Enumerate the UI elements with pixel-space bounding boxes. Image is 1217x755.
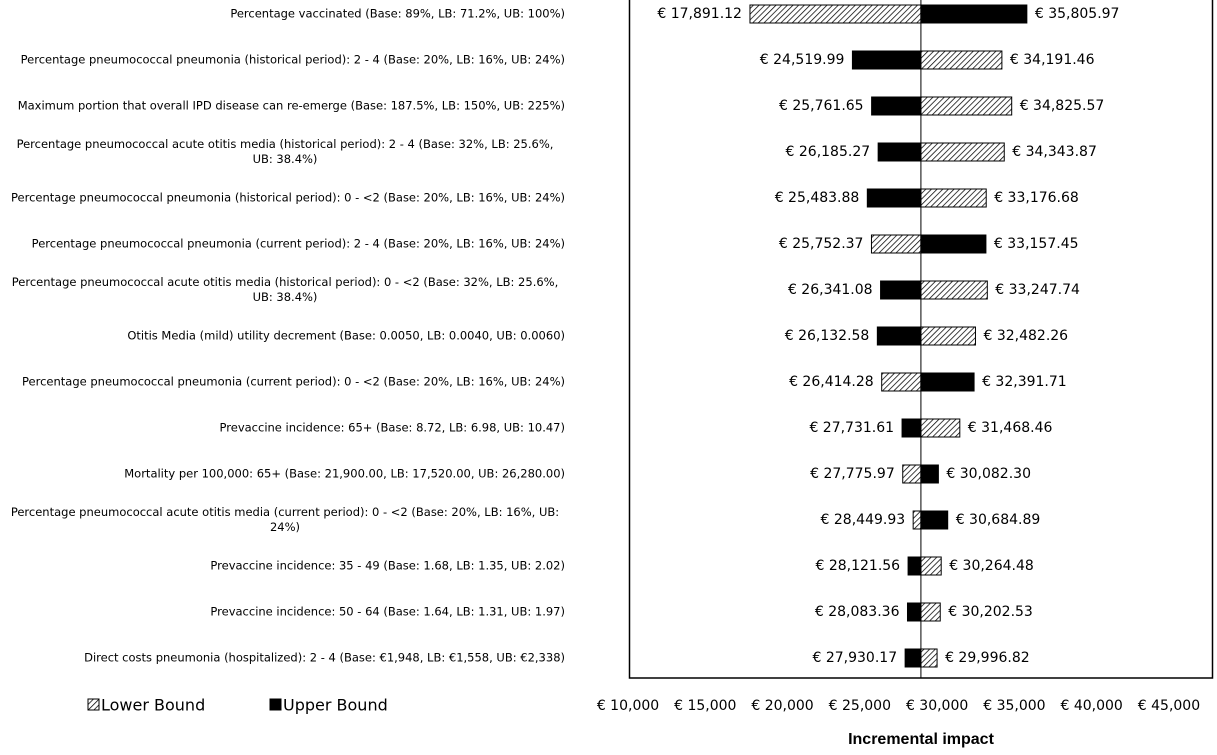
bar bbox=[920, 280, 988, 300]
value-label: € 26,414.28 bbox=[789, 374, 874, 390]
bar bbox=[920, 556, 942, 576]
bar bbox=[920, 510, 949, 530]
bar bbox=[901, 418, 922, 438]
bar bbox=[880, 280, 922, 300]
category-label: Maximum portion that overall IPD disease… bbox=[17, 98, 565, 113]
value-label: € 32,391.71 bbox=[982, 374, 1067, 390]
value-label: € 34,825.57 bbox=[1020, 98, 1105, 114]
value-label: € 25,761.65 bbox=[779, 98, 864, 114]
bar bbox=[920, 142, 1005, 162]
bar bbox=[920, 464, 939, 484]
x-tick-label: € 15,000 bbox=[674, 698, 736, 714]
x-tick-label: € 30,000 bbox=[906, 698, 968, 714]
legend-label: Lower Bound bbox=[101, 696, 205, 715]
x-tick-label: € 35,000 bbox=[983, 698, 1045, 714]
bar bbox=[920, 4, 1028, 24]
bar bbox=[904, 648, 922, 668]
category-label: Percentage pneumococcal acute otitis med… bbox=[16, 137, 554, 166]
value-label: € 28,083.36 bbox=[815, 604, 900, 620]
value-label: € 34,343.87 bbox=[1012, 144, 1097, 160]
bar bbox=[866, 188, 922, 208]
bar bbox=[881, 372, 922, 392]
category-label: Prevaccine incidence: 50 - 64 (Base: 1.6… bbox=[210, 604, 565, 619]
value-label: € 28,449.93 bbox=[821, 512, 906, 528]
bar bbox=[920, 50, 1003, 70]
value-label: € 33,176.68 bbox=[994, 190, 1079, 206]
category-label: Direct costs pneumonia (hospitalized): 2… bbox=[84, 650, 565, 665]
value-label: € 17,891.12 bbox=[657, 6, 742, 22]
bar bbox=[912, 510, 922, 530]
x-tick-label: € 40,000 bbox=[1061, 698, 1123, 714]
value-label: € 30,684.89 bbox=[956, 512, 1041, 528]
category-label: Percentage pneumococcal pneumonia (curre… bbox=[31, 236, 565, 251]
value-label: € 29,996.82 bbox=[945, 650, 1030, 666]
category-label: Percentage pneumococcal acute otitis med… bbox=[10, 505, 560, 534]
value-label: € 26,132.58 bbox=[785, 328, 870, 344]
bar bbox=[920, 234, 987, 254]
category-label: Percentage pneumococcal pneumonia (histo… bbox=[20, 52, 565, 67]
bar bbox=[907, 556, 922, 576]
bar bbox=[920, 326, 976, 346]
bar bbox=[920, 602, 941, 622]
value-label: € 26,185.27 bbox=[786, 144, 871, 160]
value-label: € 30,264.48 bbox=[949, 558, 1034, 574]
value-label: € 27,775.97 bbox=[810, 466, 895, 482]
value-label: € 27,930.17 bbox=[813, 650, 898, 666]
value-label: € 34,191.46 bbox=[1010, 52, 1095, 68]
value-label: € 31,468.46 bbox=[968, 420, 1053, 436]
category-label: Otitis Media (mild) utility decrement (B… bbox=[127, 328, 565, 343]
bar bbox=[920, 418, 961, 438]
bar bbox=[906, 602, 922, 622]
category-label: Prevaccine incidence: 35 - 49 (Base: 1.6… bbox=[210, 558, 565, 573]
value-label: € 33,157.45 bbox=[994, 236, 1079, 252]
bar bbox=[876, 326, 922, 346]
value-label: € 26,341.08 bbox=[788, 282, 873, 298]
value-label: € 30,082.30 bbox=[946, 466, 1031, 482]
category-label: Prevaccine incidence: 65+ (Base: 8.72, L… bbox=[219, 420, 565, 435]
bar bbox=[749, 4, 922, 24]
x-axis-title: Incremental impact bbox=[848, 731, 995, 748]
legend-swatch bbox=[269, 698, 282, 711]
bar bbox=[920, 188, 987, 208]
category-label: Percentage pneumococcal pneumonia (curre… bbox=[22, 374, 565, 389]
bar bbox=[920, 648, 938, 668]
value-label: € 28,121.56 bbox=[815, 558, 900, 574]
value-label: € 33,247.74 bbox=[995, 282, 1080, 298]
category-label: Percentage pneumococcal acute otitis med… bbox=[11, 275, 559, 304]
value-label: € 30,202.53 bbox=[948, 604, 1033, 620]
bar bbox=[920, 372, 975, 392]
bar bbox=[920, 96, 1013, 116]
value-label: € 35,805.97 bbox=[1035, 6, 1120, 22]
value-label: € 32,482.26 bbox=[983, 328, 1068, 344]
legend-label: Upper Bound bbox=[283, 696, 388, 715]
x-tick-label: € 20,000 bbox=[751, 698, 813, 714]
bar bbox=[870, 234, 922, 254]
x-tick-label: € 45,000 bbox=[1138, 698, 1200, 714]
x-tick-label: € 10,000 bbox=[597, 698, 659, 714]
bar bbox=[851, 50, 922, 70]
legend-swatch bbox=[87, 698, 100, 711]
value-label: € 25,483.88 bbox=[775, 190, 860, 206]
value-label: € 25,752.37 bbox=[779, 236, 864, 252]
category-label: Percentage pneumococcal pneumonia (histo… bbox=[11, 190, 565, 205]
value-label: € 27,731.61 bbox=[809, 420, 894, 436]
category-label: Percentage vaccinated (Base: 89%, LB: 71… bbox=[230, 6, 565, 21]
category-label: Mortality per 100,000: 65+ (Base: 21,900… bbox=[124, 466, 565, 481]
bar bbox=[877, 142, 922, 162]
x-tick-label: € 25,000 bbox=[829, 698, 891, 714]
value-label: € 24,519.99 bbox=[760, 52, 845, 68]
bar bbox=[902, 464, 922, 484]
bar bbox=[871, 96, 922, 116]
